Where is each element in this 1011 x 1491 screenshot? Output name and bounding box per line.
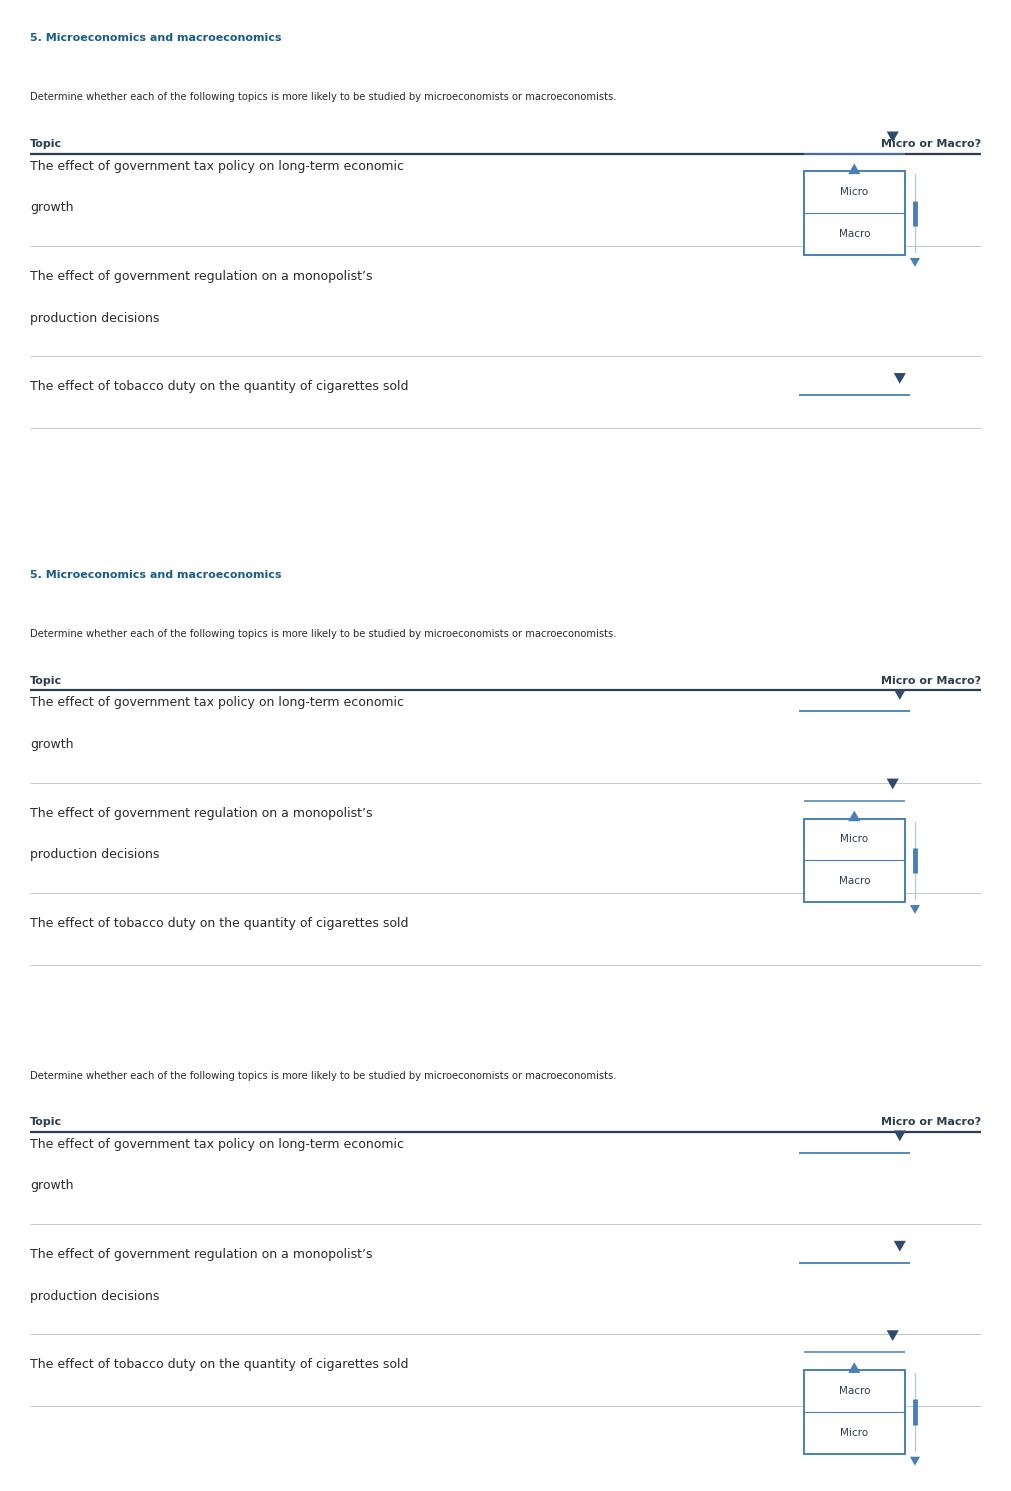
Text: The effect of government regulation on a monopolist’s: The effect of government regulation on a… [30, 1248, 373, 1261]
Text: Micro: Micro [840, 188, 868, 197]
Text: The effect of tobacco duty on the quantity of cigarettes sold: The effect of tobacco duty on the quanti… [30, 917, 408, 930]
Bar [804, 819, 905, 902]
Text: growth: growth [30, 201, 74, 215]
Text: 5. Microeconomics and macroeconomics: 5. Microeconomics and macroeconomics [30, 33, 282, 43]
Text: production decisions: production decisions [30, 848, 160, 862]
Text: growth: growth [30, 738, 74, 751]
Polygon shape [910, 905, 920, 914]
Text: Micro: Micro [840, 835, 868, 844]
Polygon shape [894, 1130, 906, 1141]
Text: production decisions: production decisions [30, 1290, 160, 1303]
Text: The effect of government tax policy on long-term economic: The effect of government tax policy on l… [30, 1138, 404, 1151]
Polygon shape [887, 778, 899, 789]
Polygon shape [887, 131, 899, 142]
Polygon shape [910, 1457, 920, 1466]
Bar [804, 171, 905, 255]
Text: The effect of tobacco duty on the quantity of cigarettes sold: The effect of tobacco duty on the quanti… [30, 1358, 408, 1372]
Text: Micro or Macro?: Micro or Macro? [881, 1117, 981, 1127]
Text: Micro or Macro?: Micro or Macro? [881, 139, 981, 149]
Bar [804, 819, 905, 902]
Text: The effect of government regulation on a monopolist’s: The effect of government regulation on a… [30, 270, 373, 283]
Text: production decisions: production decisions [30, 312, 160, 325]
Text: Macro: Macro [838, 877, 870, 886]
Polygon shape [848, 164, 860, 174]
Text: Determine whether each of the following topics is more likely to be studied by m: Determine whether each of the following … [30, 1071, 617, 1081]
Text: Micro or Macro?: Micro or Macro? [881, 675, 981, 686]
Text: growth: growth [30, 1179, 74, 1193]
Text: The effect of tobacco duty on the quantity of cigarettes sold: The effect of tobacco duty on the quanti… [30, 380, 408, 394]
Text: Macro: Macro [838, 1387, 870, 1396]
Text: Topic: Topic [30, 675, 63, 686]
Polygon shape [848, 811, 860, 822]
Text: The effect of government tax policy on long-term economic: The effect of government tax policy on l… [30, 696, 404, 710]
Polygon shape [848, 1363, 860, 1373]
Polygon shape [894, 689, 906, 699]
Bar [804, 1370, 905, 1454]
Polygon shape [894, 373, 906, 383]
Text: Determine whether each of the following topics is more likely to be studied by m: Determine whether each of the following … [30, 92, 617, 103]
Bar [804, 1370, 905, 1454]
Polygon shape [910, 258, 920, 267]
Text: Determine whether each of the following topics is more likely to be studied by m: Determine whether each of the following … [30, 629, 617, 640]
Text: Micro: Micro [840, 1428, 868, 1437]
Text: The effect of government regulation on a monopolist’s: The effect of government regulation on a… [30, 807, 373, 820]
Text: The effect of government tax policy on long-term economic: The effect of government tax policy on l… [30, 160, 404, 173]
Text: Topic: Topic [30, 139, 63, 149]
Bar [804, 171, 905, 255]
Polygon shape [887, 1330, 899, 1340]
Text: Topic: Topic [30, 1117, 63, 1127]
Text: 5. Microeconomics and macroeconomics: 5. Microeconomics and macroeconomics [30, 570, 282, 580]
Text: Macro: Macro [838, 230, 870, 239]
Polygon shape [894, 1241, 906, 1251]
